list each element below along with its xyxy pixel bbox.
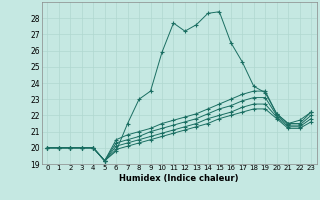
X-axis label: Humidex (Indice chaleur): Humidex (Indice chaleur) (119, 174, 239, 183)
